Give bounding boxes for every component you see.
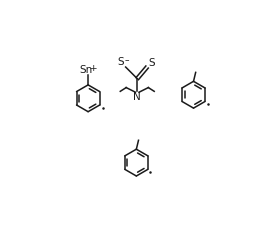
Text: +: + — [89, 64, 97, 73]
Text: Sn: Sn — [80, 65, 93, 75]
Text: S: S — [117, 57, 124, 67]
Text: –: – — [124, 56, 129, 65]
Text: N: N — [133, 92, 141, 102]
Text: S: S — [148, 58, 155, 67]
